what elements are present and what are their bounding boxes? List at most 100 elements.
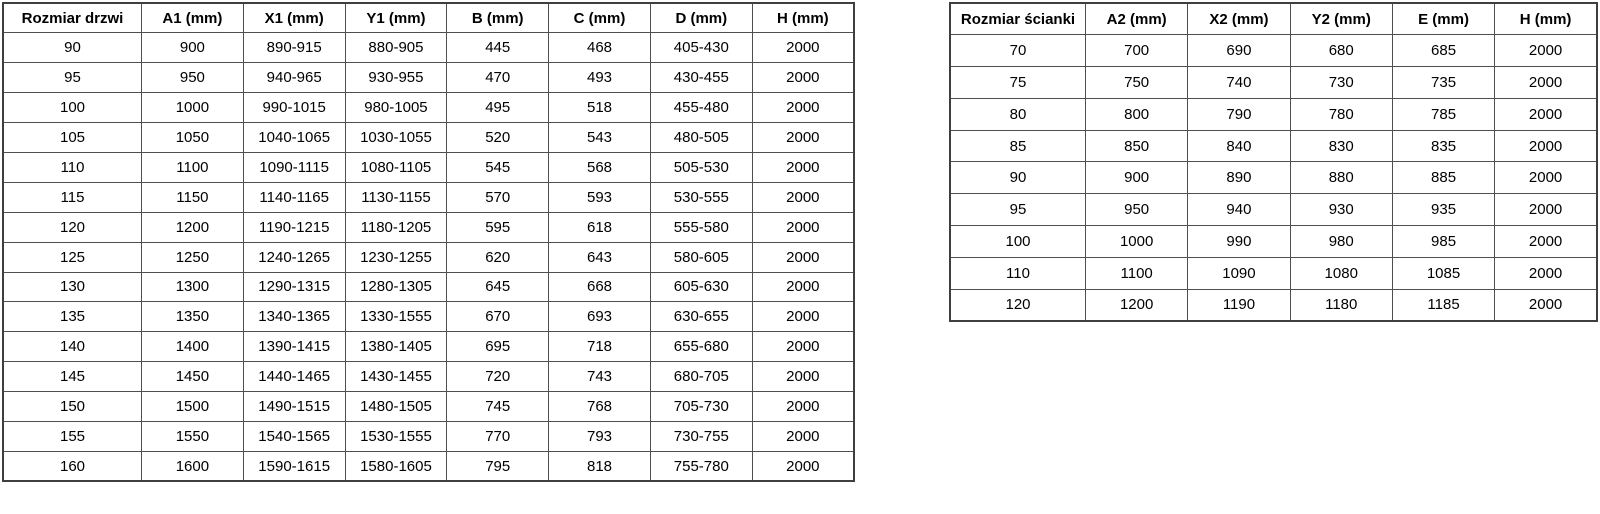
table-cell: 830 — [1289, 129, 1393, 163]
table-cell: 2000 — [1494, 129, 1598, 163]
table-cell: 90 — [949, 161, 1086, 195]
table-cell: 100 — [2, 92, 142, 124]
table-cell: 785 — [1391, 97, 1496, 131]
column-header: Rozmiar ścianki — [949, 2, 1086, 36]
table-cell: 670 — [446, 301, 550, 333]
table-cell: 890 — [1187, 161, 1291, 195]
table-cell: 430-455 — [649, 62, 753, 94]
door-size-table: Rozmiar drzwi A1 (mm) X1 (mm) Y1 (mm) B (mm)… — [2, 2, 855, 483]
table-cell: 1180 — [1289, 288, 1393, 322]
table-cell: 95 — [2, 62, 142, 94]
table-cell: 1080 — [1289, 256, 1393, 290]
table-cell: 1000 — [1084, 225, 1189, 258]
table-cell: 593 — [548, 181, 651, 213]
table-cell: 530-555 — [649, 181, 753, 213]
table-cell: 705-730 — [649, 391, 753, 422]
table-cell: 1050 — [141, 122, 244, 153]
table-cell: 150 — [2, 391, 142, 422]
table-cell: 850 — [1084, 129, 1189, 163]
table-cell: 2000 — [1494, 193, 1598, 227]
table-cell: 2000 — [751, 301, 855, 333]
table-cell: 630-655 — [649, 301, 753, 333]
table-cell: 85 — [949, 129, 1086, 163]
table-cell: 468 — [548, 32, 651, 64]
column-header: A1 (mm) — [141, 2, 244, 34]
header-row: Rozmiar ścianki A2 (mm) X2 (mm) Y2 (mm) E (m… — [949, 2, 1598, 36]
table-cell: 100 — [949, 225, 1086, 258]
table-cell: 695 — [446, 331, 550, 363]
table-cell: 1100 — [141, 151, 244, 183]
table-cell: 990 — [1187, 225, 1291, 258]
column-header: B (mm) — [446, 2, 550, 34]
column-header: D (mm) — [649, 2, 753, 34]
table-cell: 2000 — [1494, 66, 1598, 99]
table-cell: 2000 — [1494, 256, 1598, 290]
table-row: 75 750 740 730 735 2000 — [949, 66, 1598, 99]
table-cell: 2000 — [1494, 288, 1598, 322]
table-row: 140 1400 1390-1415 1380-1405 695 718 655-680 20… — [2, 331, 855, 363]
table-cell: 605-630 — [649, 271, 753, 303]
table-cell: 840 — [1187, 129, 1291, 163]
table-cell: 2000 — [751, 450, 855, 482]
table-cell: 110 — [949, 256, 1086, 290]
table-row: 160 1600 1590-1615 1580-1605 795 818 755-780 20… — [2, 450, 855, 482]
column-header: Y2 (mm) — [1289, 2, 1393, 36]
table-row: 135 1350 1340-1365 1330-1555 670 693 630-655 20… — [2, 301, 855, 333]
table-cell: 543 — [548, 122, 651, 153]
table-cell: 90 — [2, 32, 142, 64]
table-cell: 1000 — [141, 92, 244, 124]
table-cell: 1400 — [141, 331, 244, 363]
table-cell: 643 — [548, 241, 651, 273]
table-cell: 140 — [2, 331, 142, 363]
table-row: 105 1050 1040-1065 1030-1055 520 543 480-505 20… — [2, 122, 855, 153]
table-cell: 125 — [2, 241, 142, 273]
wall-table-header: Rozmiar ścianki A2 (mm) X2 (mm) Y2 (mm) E (m… — [949, 2, 1598, 36]
table-cell: 720 — [446, 361, 550, 393]
table-cell: 480-505 — [649, 122, 753, 153]
table-cell: 405-430 — [649, 32, 753, 64]
table-cell: 835 — [1391, 129, 1496, 163]
table-cell: 1450 — [141, 361, 244, 393]
table-cell: 1530-1555 — [344, 420, 448, 452]
table-cell: 75 — [949, 66, 1086, 99]
table-cell: 1500 — [141, 391, 244, 422]
table-cell: 980 — [1289, 225, 1393, 258]
table-cell: 740 — [1187, 66, 1291, 99]
table-row: 120 1200 1190 1180 1185 2000 — [949, 288, 1598, 322]
table-cell: 1250 — [141, 241, 244, 273]
table-cell: 790 — [1187, 97, 1291, 131]
table-cell: 1085 — [1391, 256, 1496, 290]
table-cell: 1140-1165 — [242, 181, 346, 213]
column-header: H (mm) — [751, 2, 855, 34]
column-header: C (mm) — [548, 2, 651, 34]
table-cell: 885 — [1391, 161, 1496, 195]
table-cell: 105 — [2, 122, 142, 153]
table-cell: 718 — [548, 331, 651, 363]
column-header: A2 (mm) — [1084, 2, 1189, 36]
table-cell: 770 — [446, 420, 550, 452]
table-cell: 70 — [949, 34, 1086, 68]
column-header: Rozmiar drzwi — [2, 2, 142, 34]
table-cell: 950 — [141, 62, 244, 94]
table-cell: 1230-1255 — [344, 241, 448, 273]
door-table-header: Rozmiar drzwi A1 (mm) X1 (mm) Y1 (mm) B (mm)… — [2, 2, 855, 34]
table-row: 100 1000 990 980 985 2000 — [949, 225, 1598, 258]
table-cell: 470 — [446, 62, 550, 94]
table-cell: 570 — [446, 181, 550, 213]
table-cell: 1240-1265 — [242, 241, 346, 273]
table-cell: 2000 — [751, 361, 855, 393]
table-row: 110 1100 1090 1080 1085 2000 — [949, 256, 1598, 290]
table-cell: 985 — [1391, 225, 1496, 258]
table-cell: 900 — [141, 32, 244, 64]
table-cell: 1130-1155 — [344, 181, 448, 213]
table-cell: 685 — [1391, 34, 1496, 68]
table-cell: 130 — [2, 271, 142, 303]
table-row: 125 1250 1240-1265 1230-1255 620 643 580-605 20… — [2, 241, 855, 273]
table-cell: 455-480 — [649, 92, 753, 124]
table-cell: 990-1015 — [242, 92, 346, 124]
table-cell: 1200 — [1084, 288, 1189, 322]
table-cell: 1440-1465 — [242, 361, 346, 393]
table-cell: 935 — [1391, 193, 1496, 227]
table-cell: 135 — [2, 301, 142, 333]
table-cell: 1300 — [141, 271, 244, 303]
